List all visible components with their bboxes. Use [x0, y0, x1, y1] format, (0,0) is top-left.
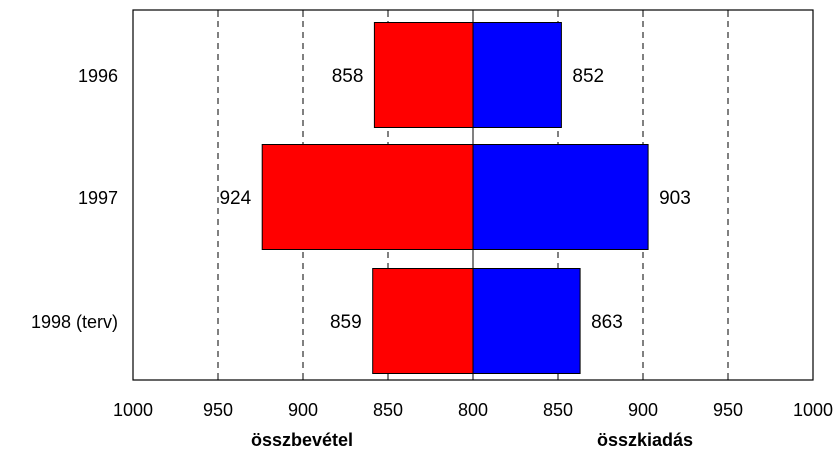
tick-label: 1000 [113, 400, 153, 420]
tick-marks [132, 10, 814, 380]
bar-osszkiadas [472, 22, 562, 128]
tick-label: 850 [373, 400, 403, 420]
value-label-osszkiadas: 863 [591, 312, 623, 333]
category-label: 1998 (terv) [31, 312, 118, 332]
tick-label: 1000 [793, 400, 833, 420]
bar-osszkiadas [472, 144, 649, 250]
tick-label: 950 [203, 400, 233, 420]
category-label: 1997 [78, 188, 118, 208]
value-label-osszkiadas: 852 [572, 66, 604, 87]
left-axis-title: összbevétel [251, 430, 353, 450]
tick-label: 900 [628, 400, 658, 420]
tick-label: 900 [288, 400, 318, 420]
tick-label: 800 [458, 400, 488, 420]
labels: 1996 858 852 1997 924 903 1998 (terv) 859 863 100… [31, 66, 833, 420]
value-label-osszbevetel: 858 [332, 66, 364, 87]
tick-label: 850 [543, 400, 573, 420]
category-label: 1996 [78, 66, 118, 86]
bar-osszbevetel [373, 22, 474, 128]
bar-osszbevetel [372, 268, 474, 374]
value-label-osszbevetel: 924 [219, 188, 251, 209]
bar-osszbevetel [261, 144, 474, 250]
tick-label: 950 [713, 400, 743, 420]
right-axis-title: összkiadás [597, 430, 693, 450]
value-label-osszkiadas: 903 [659, 188, 691, 209]
bar-osszkiadas [472, 268, 581, 374]
value-label-osszbevetel: 859 [330, 312, 362, 333]
bars [261, 10, 649, 380]
